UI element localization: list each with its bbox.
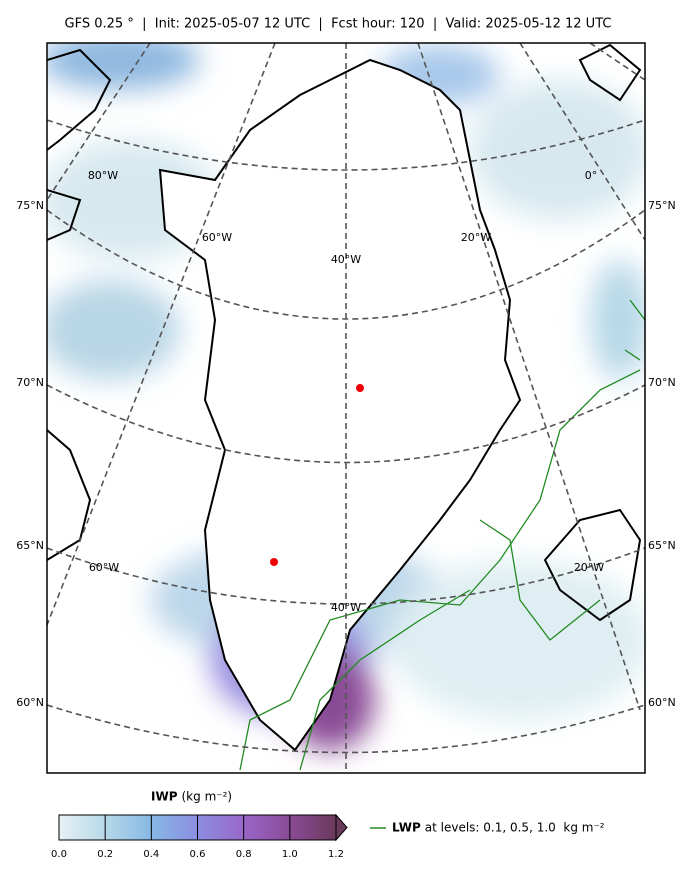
lon-label: 40°W xyxy=(331,601,361,614)
colorbar-label: IWP xyxy=(151,790,178,804)
lwp-contours xyxy=(239,299,645,771)
lat-label: 65°N xyxy=(16,539,44,552)
lon-label: 0° xyxy=(585,169,598,182)
colorbar-tick-label: 0.8 xyxy=(236,849,252,860)
colorbar-tick-label: 0.0 xyxy=(51,849,67,860)
lon-label: 20°W xyxy=(461,231,491,244)
lon-label: 40°W xyxy=(331,253,361,266)
lat-label: 75°N xyxy=(16,199,44,212)
station-marker xyxy=(356,384,364,392)
map-frame xyxy=(46,42,646,774)
station-marker xyxy=(270,558,278,566)
colorbar-unit: (kg m⁻²) xyxy=(182,790,233,804)
colorbar-extend xyxy=(335,813,348,842)
greenland-coast xyxy=(158,58,522,752)
lat-label: 60°N xyxy=(648,696,676,709)
coast xyxy=(47,429,92,561)
coast xyxy=(47,48,112,151)
lat-label: 70°N xyxy=(648,376,676,389)
lon-label: 60°W xyxy=(89,561,119,574)
graticule xyxy=(47,43,645,773)
coast xyxy=(578,43,642,102)
title: GFS 0.25 ° | Init: 2025-05-07 12 UTC | F… xyxy=(65,17,612,32)
lat-label: 70°N xyxy=(16,376,44,389)
colorbar-tick-label: 1.2 xyxy=(328,849,344,860)
lat-label: 65°N xyxy=(648,539,676,552)
map xyxy=(47,43,645,773)
coast xyxy=(543,508,642,622)
lat-label: 75°N xyxy=(648,199,676,212)
colorbar-tick-label: 0.2 xyxy=(97,849,113,860)
legend-text: at levels: 0.1, 0.5, 1.0 kg m⁻² xyxy=(425,821,605,835)
coast xyxy=(47,189,82,241)
lon-label: 20°W xyxy=(574,561,604,574)
colorbar-tick-label: 1.0 xyxy=(282,849,298,860)
legend-label: LWP xyxy=(392,821,421,835)
colorbar-tick-label: 0.4 xyxy=(143,849,159,860)
lon-label: 60°W xyxy=(202,231,232,244)
lat-label: 60°N xyxy=(16,696,44,709)
colorbar-tick-label: 0.6 xyxy=(190,849,206,860)
lon-label: 80°W xyxy=(88,169,118,182)
